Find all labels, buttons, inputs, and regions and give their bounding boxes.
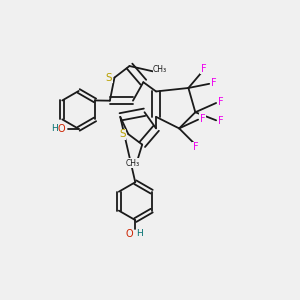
Text: F: F [212, 78, 217, 88]
Text: O: O [126, 229, 133, 239]
Text: F: F [200, 114, 206, 124]
Text: H: H [51, 124, 58, 134]
Text: O: O [57, 124, 65, 134]
Text: CH₃: CH₃ [153, 65, 167, 74]
Text: F: F [218, 116, 224, 126]
Text: H: H [136, 230, 143, 238]
Text: CH₃: CH₃ [125, 159, 140, 168]
Text: F: F [218, 97, 224, 107]
Text: S: S [106, 73, 112, 82]
Text: F: F [193, 142, 198, 152]
Text: S: S [119, 129, 126, 139]
Text: F: F [201, 64, 206, 74]
